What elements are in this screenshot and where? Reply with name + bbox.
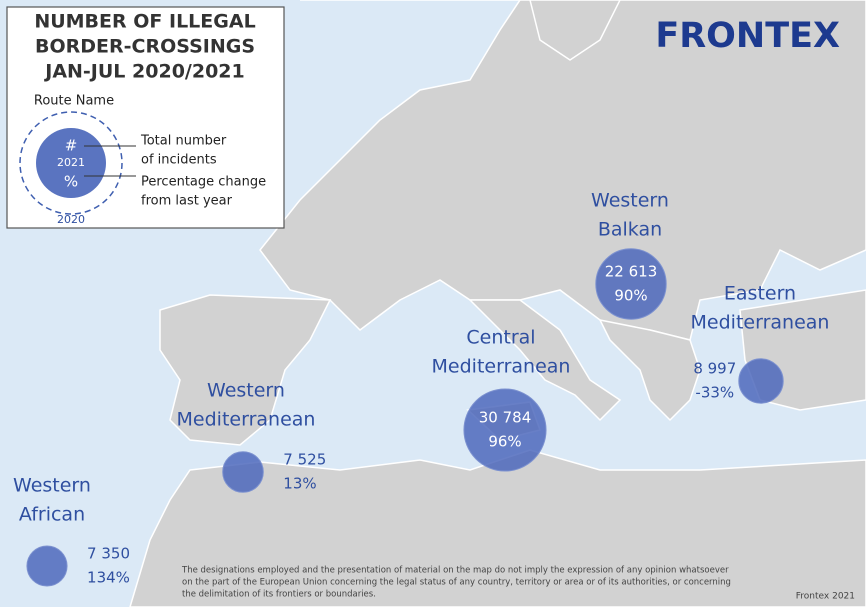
route-name: Western: [591, 190, 669, 212]
legend-title: BORDER-CROSSINGS: [35, 36, 255, 58]
route-change: -33%: [695, 384, 734, 402]
legend-change-note: from last year: [141, 194, 233, 209]
route-name: Eastern: [724, 283, 796, 305]
logo: FRONTEX: [655, 16, 840, 56]
legend-previous-circle: [19, 111, 123, 215]
route-name: Mediterranean: [691, 312, 830, 334]
route-count: 30 784: [479, 409, 532, 427]
route-count: 22 613: [605, 263, 658, 281]
route-bubble: [463, 388, 547, 472]
legend-count-symbol: #: [65, 137, 78, 155]
route-name: Mediterranean: [432, 356, 571, 378]
route-bubble: [222, 451, 264, 493]
legend-count-note: of incidents: [141, 153, 217, 168]
legend-route-name: Route Name: [34, 94, 114, 109]
route-change: 90%: [614, 287, 647, 305]
legend-change-note: Percentage change: [141, 175, 266, 190]
route-bubble: [595, 248, 667, 320]
legend-count-note: Total number: [140, 134, 227, 149]
route-count: 7 350: [87, 545, 130, 563]
route-name: Western: [13, 475, 91, 497]
disclaimer: on the part of the European Union concer…: [182, 578, 731, 588]
legend-change-symbol: %: [64, 173, 78, 191]
legend-title: JAN-JUL 2020/2021: [43, 61, 244, 83]
route-name: African: [19, 504, 85, 526]
route-change: 13%: [283, 475, 316, 493]
route-name: Central: [466, 327, 535, 349]
disclaimer: the delimitation of its frontiers or bou…: [182, 590, 376, 600]
route-count: 8 997: [693, 360, 736, 378]
land: [129, 0, 866, 607]
disclaimer: The designations employed and the presen…: [181, 566, 729, 576]
legend-box: [6, 6, 285, 229]
route-bubble: [738, 358, 784, 404]
route-name: Western: [207, 380, 285, 402]
route-change: 96%: [488, 433, 521, 451]
legend-year-previous: 2020: [57, 213, 85, 226]
route-change: 134%: [87, 569, 130, 587]
route-count: 7 525: [283, 451, 326, 469]
route-name: Mediterranean: [177, 409, 316, 431]
credit: Frontex 2021: [796, 592, 855, 602]
route-bubble: [26, 545, 68, 587]
legend-year-current: 2021: [57, 156, 85, 169]
legend-title: NUMBER OF ILLEGAL: [34, 11, 255, 33]
route-name: Balkan: [598, 219, 662, 241]
